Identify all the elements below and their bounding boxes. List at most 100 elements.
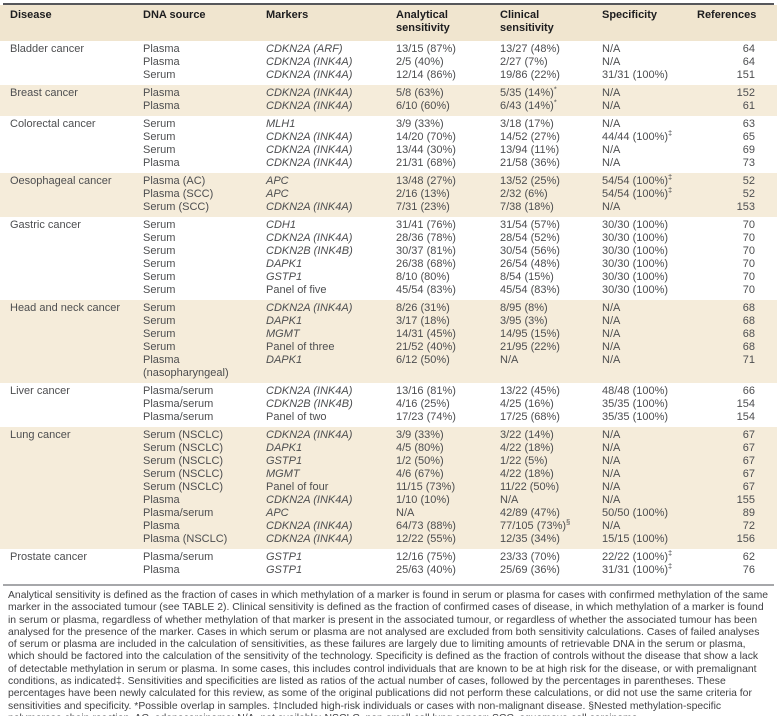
cell-clinical-sensitivity: 14/52 (27%) <box>500 131 560 143</box>
cell-dna-source: Serum <box>143 232 176 244</box>
table-row: Serum Panel of three 21/52 (40%) 21/95 (22%… <box>0 341 777 354</box>
cell-reference: 64 <box>742 56 755 68</box>
table-row: Serum Panel of five 45/54 (83%) 45/54 (83%)… <box>0 284 777 297</box>
column-header-analytical-sensitivity: Analytical sensitivity <box>396 9 450 34</box>
table-row: Plasma (nasopharyngeal) DAPK1 6/12 (50%) N/… <box>0 354 777 380</box>
table-row: Serum (NSCLC) MGMT 4/6 (67%) 4/22 (18%) N/A 6… <box>0 468 777 481</box>
cell-marker: CDKN2A (INK4A) <box>266 100 353 112</box>
cell-analytical-sensitivity: 8/10 (80%) <box>396 271 450 283</box>
cell-marker: CDKN2A (INK4A) <box>266 201 353 213</box>
cell-dna-source: Plasma <box>143 100 180 112</box>
cell-reference: 63 <box>742 118 755 130</box>
cell-clinical-sensitivity: 21/95 (22%) <box>500 341 560 353</box>
cell-marker: CDKN2A (INK4A) <box>266 429 353 441</box>
cell-dna-source: Plasma/serum <box>143 398 214 410</box>
cell-dna-source: Serum (NSCLC) <box>143 468 224 480</box>
cell-specificity: 35/35 (100%) <box>602 398 669 410</box>
cell-marker: CDH1 <box>266 219 296 231</box>
cell-reference: 67 <box>742 429 755 441</box>
cell-reference: 70 <box>742 245 755 257</box>
cell-marker: GSTP1 <box>266 271 303 283</box>
cell-analytical-sensitivity: 64/73 (88%) <box>396 520 456 532</box>
cell-specificity: N/A <box>602 315 621 327</box>
column-header-dna-source: DNA source <box>143 9 206 21</box>
cell-specificity: 50/50 (100%) <box>602 507 669 519</box>
cell-marker: APC <box>266 188 289 200</box>
column-header-specificity: Specificity <box>602 9 658 21</box>
cell-specificity: N/A <box>602 468 621 480</box>
cell-dna-source: Serum <box>143 341 176 353</box>
cell-analytical-sensitivity: 2/16 (13%) <box>396 188 450 200</box>
cell-marker: CDKN2A (INK4A) <box>266 520 353 532</box>
cell-specificity: N/A <box>602 520 621 532</box>
cell-dna-source: Plasma/serum <box>143 507 214 519</box>
cell-clinical-sensitivity: 3/18 (17%) <box>500 118 554 130</box>
cell-dna-source: Serum <box>143 144 176 156</box>
disease-group: Breast cancer Plasma CDKN2A (INK4A) 5/8 (63… <box>0 85 777 116</box>
cell-clinical-sensitivity: 31/54 (57%) <box>500 219 560 231</box>
table-row: Serum (SCC) CDKN2A (INK4A) 7/31 (23%) 7/38 … <box>0 201 777 214</box>
cell-specificity: 15/15 (100%) <box>602 533 669 545</box>
table-row: Plasma (NSCLC) CDKN2A (INK4A) 12/22 (55%) 1… <box>0 533 777 546</box>
disease-group: Head and neck cancer Serum CDKN2A (INK4A) 8… <box>0 300 777 383</box>
table-row: Serum CDKN2B (INK4B) 30/37 (81%) 30/54 (56%… <box>0 245 777 258</box>
cell-analytical-sensitivity: 14/20 (70%) <box>396 131 456 143</box>
cell-clinical-sensitivity: 4/25 (16%) <box>500 398 554 410</box>
cell-marker: DAPK1 <box>266 354 303 366</box>
cell-specificity: 30/30 (100%) <box>602 232 669 244</box>
cell-dna-source: Serum (NSCLC) <box>143 455 224 467</box>
column-header-disease: Disease <box>10 9 52 21</box>
cell-reference: 70 <box>742 232 755 244</box>
cell-specificity: N/A <box>602 442 621 454</box>
cell-dna-source: Plasma (nasopharyngeal) <box>143 354 229 379</box>
cell-specificity: 54/54 (100%)‡ <box>602 172 673 187</box>
cell-clinical-sensitivity: 2/27 (7%) <box>500 56 548 68</box>
cell-analytical-sensitivity: 12/14 (86%) <box>396 69 456 81</box>
cell-dna-source: Plasma <box>143 56 180 68</box>
cell-marker: GSTP1 <box>266 455 303 467</box>
cell-analytical-sensitivity: 25/63 (40%) <box>396 564 456 576</box>
cell-disease: Colorectal cancer <box>10 118 96 130</box>
cell-clinical-sensitivity: N/A <box>500 494 519 506</box>
disease-group: Liver cancer Plasma/serum CDKN2A (INK4A) 13… <box>0 383 777 427</box>
cell-clinical-sensitivity: 17/25 (68%) <box>500 411 560 423</box>
cell-marker: CDKN2A (INK4A) <box>266 533 353 545</box>
cell-marker: MGMT <box>266 328 300 340</box>
cell-analytical-sensitivity: 6/10 (60%) <box>396 100 450 112</box>
cell-marker: Panel of four <box>266 481 329 493</box>
footnote-marker: ‡ <box>668 185 673 195</box>
cell-analytical-sensitivity: N/A <box>396 507 415 519</box>
cell-disease: Head and neck cancer <box>10 302 121 314</box>
cell-reference: 151 <box>736 69 755 81</box>
cell-reference: 69 <box>742 144 755 156</box>
cell-reference: 153 <box>736 201 755 213</box>
cell-disease: Bladder cancer <box>10 43 84 55</box>
cell-clinical-sensitivity: 1/22 (5%) <box>500 455 548 467</box>
cell-clinical-sensitivity: N/A <box>500 354 519 366</box>
table-row: Plasma (SCC) APC 2/16 (13%) 2/32 (6%) 54/54 … <box>0 185 777 201</box>
disease-group: Lung cancer Serum (NSCLC) CDKN2A (INK4A) 3/… <box>0 427 777 549</box>
cell-marker: CDKN2A (INK4A) <box>266 56 353 68</box>
cell-specificity: N/A <box>602 118 621 130</box>
table-row: Serum DAPK1 3/17 (18%) 3/95 (3%) N/A 68 <box>0 315 777 328</box>
cell-reference: 62 <box>742 551 755 563</box>
cell-dna-source: Serum <box>143 245 176 257</box>
cell-clinical-sensitivity: 4/22 (18%) <box>500 468 554 480</box>
cell-specificity: 30/30 (100%) <box>602 245 669 257</box>
cell-analytical-sensitivity: 28/36 (78%) <box>396 232 456 244</box>
cell-analytical-sensitivity: 14/31 (45%) <box>396 328 456 340</box>
cell-marker: CDKN2B (INK4B) <box>266 245 353 257</box>
cell-dna-source: Plasma <box>143 157 180 169</box>
cell-dna-source: Plasma <box>143 520 180 532</box>
cell-analytical-sensitivity: 3/9 (33%) <box>396 118 444 130</box>
cell-analytical-sensitivity: 2/5 (40%) <box>396 56 444 68</box>
cell-clinical-sensitivity: 13/27 (48%) <box>500 43 560 55</box>
cell-analytical-sensitivity: 4/6 (67%) <box>396 468 444 480</box>
cell-marker: MLH1 <box>266 118 296 130</box>
cell-dna-source: Serum (NSCLC) <box>143 481 224 493</box>
cell-reference: 152 <box>736 87 755 99</box>
cell-dna-source: Serum <box>143 258 176 270</box>
cell-reference: 68 <box>742 341 755 353</box>
cell-dna-source: Plasma (NSCLC) <box>143 533 228 545</box>
cell-dna-source: Serum <box>143 69 176 81</box>
